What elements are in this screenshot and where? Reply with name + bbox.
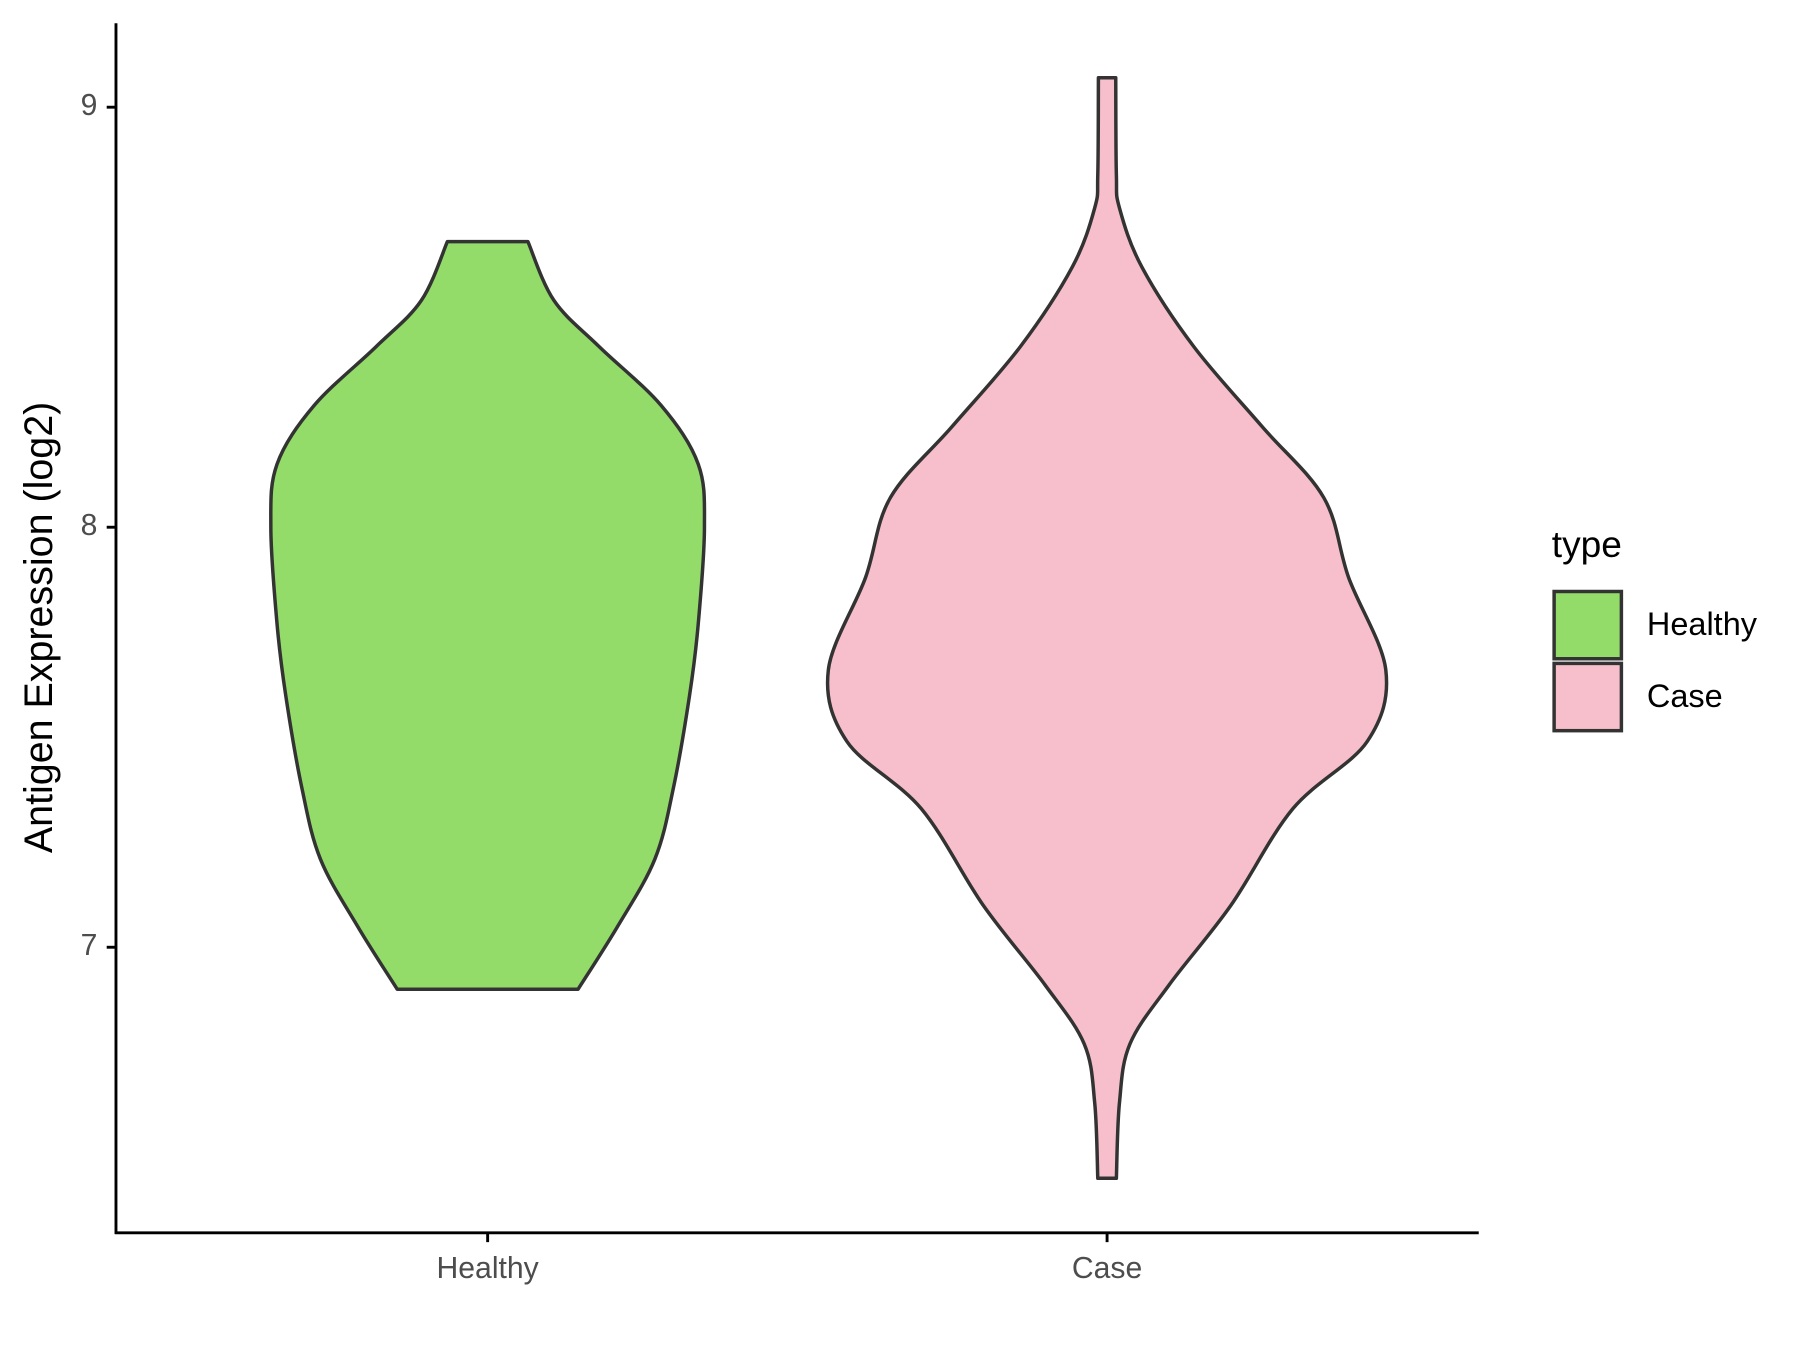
violin [269,239,707,991]
legend-label: Healthy [1647,606,1758,642]
legend-key [1552,589,1624,661]
x-tick-label: Case [1072,1252,1142,1285]
violin [825,76,1389,1180]
y-tick-label: 7 [81,929,98,962]
legend-title: type [1552,523,1622,565]
x-tick-label: Healthy [437,1252,540,1285]
legend-key [1552,661,1624,733]
y-tick-label: 8 [81,509,98,542]
legend-label: Case [1647,678,1723,714]
y-axis-title: Antigen Expression (log2) [17,402,61,853]
y-tick-label: 9 [81,89,98,122]
